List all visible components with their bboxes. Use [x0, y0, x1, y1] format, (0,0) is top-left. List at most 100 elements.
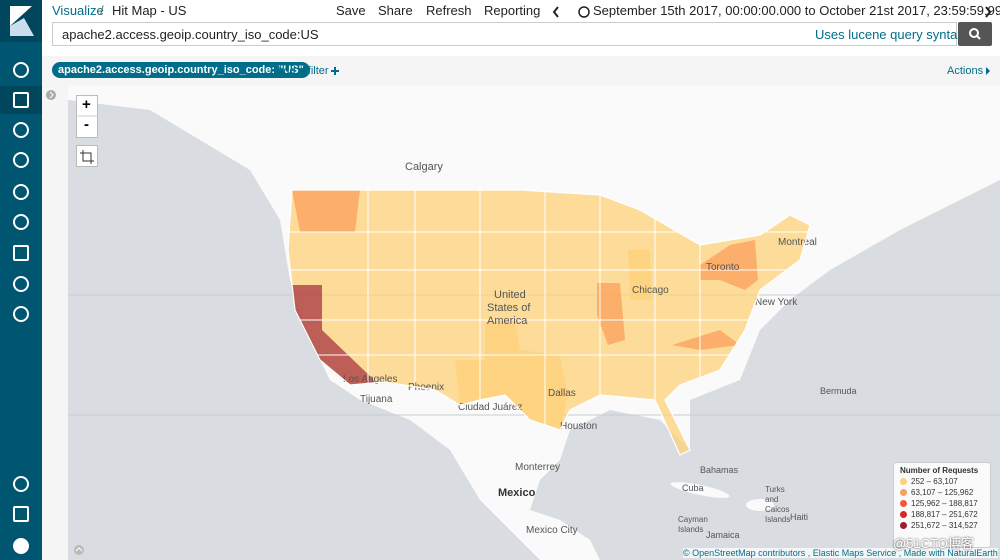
map-label: Chicago [632, 285, 669, 296]
map-label: Phoenix [408, 382, 444, 393]
menu-item[interactable]: Reporting [484, 3, 541, 18]
filter-pill[interactable]: apache2.access.geoip.country_iso_code: "… [52, 62, 310, 78]
plus-icon [331, 67, 339, 75]
actions-caret [986, 67, 990, 75]
map-label: Mexico City [526, 525, 578, 536]
cuba-land [670, 482, 730, 498]
legend-item[interactable]: 251,672 – 314,527 [900, 521, 990, 530]
clock-icon [578, 6, 590, 18]
query-text: apache2.access.geoip.country_iso_code:US [62, 27, 319, 42]
map-label: Cuba [682, 483, 704, 493]
legend-item[interactable]: 188,817 – 251,672 [900, 510, 990, 519]
map-label: Haiti [790, 512, 808, 522]
legend-item[interactable]: 252 – 63,107 [900, 477, 990, 486]
legend-title: Number of Requests [900, 466, 979, 475]
map-label: Jamaica [706, 530, 740, 540]
legend-label: 63,107 – 125,962 [911, 488, 974, 497]
menu-item[interactable]: Share [378, 3, 413, 18]
map-label: Islands [678, 525, 703, 534]
map-label: Bahamas [700, 465, 739, 475]
map-label: Dallas [548, 388, 576, 399]
attribution-part[interactable]: Elastic Maps Service , [812, 548, 902, 558]
legend-swatch [900, 522, 907, 529]
watermark: @51CTO博客 [893, 536, 974, 551]
legend-swatch [900, 500, 907, 507]
management-icon[interactable] [13, 306, 29, 322]
logout-icon[interactable] [13, 506, 29, 522]
state-fill [455, 322, 568, 430]
query-input[interactable] [52, 22, 957, 46]
draw-button[interactable] [76, 145, 98, 167]
legend-item[interactable]: 125,962 – 188,817 [900, 499, 990, 508]
timelion-icon[interactable] [13, 152, 29, 168]
map-label: Islands [765, 515, 790, 524]
map-label: Toronto [706, 262, 740, 273]
hispaniola-land [746, 499, 774, 511]
state-fill [292, 190, 360, 232]
map-label: and [765, 495, 778, 504]
collapse-icon[interactable] [13, 538, 29, 554]
discover-icon[interactable] [13, 62, 29, 78]
map-label: America [487, 315, 528, 327]
dashboard-icon[interactable] [13, 122, 29, 138]
map-label: Mexico [498, 487, 536, 499]
map-label: States of [487, 302, 531, 314]
legend-label: 188,817 – 251,672 [911, 510, 978, 519]
time-range[interactable]: September 15th 2017, 00:00:00.000 to Oct… [593, 3, 1000, 18]
attribution: © OpenStreetMap contributors , Elastic M… [683, 548, 998, 558]
legend-label: 252 – 63,107 [911, 477, 958, 486]
state-fill [672, 330, 740, 350]
map-labels: Calgary Montreal Toronto Chicago New York Uni… [343, 161, 857, 540]
visualize-icon[interactable] [13, 92, 29, 108]
state-fill [597, 283, 625, 345]
search-button[interactable] [958, 22, 992, 46]
next-arrow[interactable] [985, 6, 992, 18]
syntax-link[interactable]: Uses lucene query syntax [815, 27, 964, 42]
map-label: Ciudad Juárez [458, 402, 522, 413]
attribution-part[interactable]: Made with NaturalEarth [903, 548, 998, 558]
map-label: Monterrey [515, 462, 560, 473]
state-fill [628, 250, 652, 300]
map-label: Montreal [778, 237, 817, 248]
graph-icon[interactable] [13, 214, 29, 230]
zoom-out[interactable]: - [84, 116, 89, 133]
legend-swatch [900, 489, 907, 496]
breadcrumb-current: Hit Map - US [112, 3, 187, 18]
map-label: Houston [560, 421, 597, 432]
map-label: Calgary [405, 161, 443, 173]
add-filter[interactable]: Add a filter [276, 65, 329, 77]
breadcrumb-separator: / [100, 3, 104, 18]
logo [0, 0, 42, 42]
legend-item[interactable]: 63,107 – 125,962 [900, 488, 990, 497]
actions[interactable]: Actions [947, 65, 984, 77]
time-controls [552, 6, 992, 18]
legend-swatch [900, 511, 907, 518]
breadcrumb-link[interactable]: Visualize [52, 3, 104, 18]
map-label: Cayman [678, 515, 708, 524]
attribution-part[interactable]: © OpenStreetMap contributors , [683, 548, 811, 558]
legend-swatch [900, 478, 907, 485]
active-nav [0, 86, 42, 114]
devtools-icon[interactable] [13, 245, 29, 261]
zoom-controls [76, 95, 98, 167]
menu-item[interactable]: Refresh [426, 3, 472, 18]
map-label: Tijuana [360, 394, 393, 405]
collapse-map[interactable] [73, 544, 85, 556]
menu-item[interactable]: Save [336, 3, 366, 18]
map-label: United [494, 289, 526, 301]
legend: Number of Requests 252 – 63,107 63,107 – … [893, 462, 991, 548]
map-label: Caicos [765, 505, 789, 514]
apm-icon[interactable] [13, 184, 29, 200]
panel-gutter [42, 86, 68, 560]
user-icon[interactable] [13, 476, 29, 492]
map-label: New York [755, 297, 798, 308]
prev-arrow[interactable] [552, 6, 559, 18]
legend-label: 125,962 – 188,817 [911, 499, 978, 508]
legend-label: 251,672 – 314,527 [911, 521, 978, 530]
map-label: Los Angeles [343, 374, 398, 385]
monitoring-icon[interactable] [13, 276, 29, 292]
sidebar [0, 0, 42, 560]
map: Calgary Montreal Toronto Chicago New York Uni… [68, 86, 1000, 560]
zoom-in[interactable]: + [82, 96, 91, 113]
